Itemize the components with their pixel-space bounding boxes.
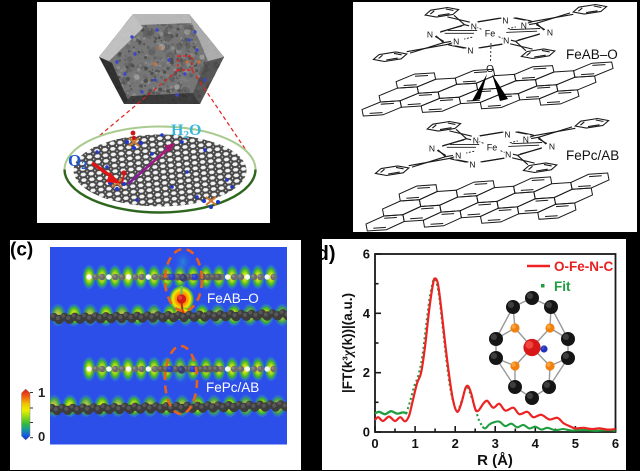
svg-text:N: N bbox=[453, 37, 459, 47]
svg-text:Fit: Fit bbox=[554, 279, 571, 294]
svg-text:(d): (d) bbox=[322, 243, 336, 265]
svg-text:1: 1 bbox=[38, 385, 45, 400]
svg-text:R (Å): R (Å) bbox=[477, 452, 513, 469]
svg-text:FePc/AB: FePc/AB bbox=[566, 148, 619, 163]
svg-text:N: N bbox=[523, 135, 529, 145]
svg-text:O-Fe-N-C: O-Fe-N-C bbox=[554, 259, 613, 274]
svg-text:|FT(k³χ(k))|(a.u.): |FT(k³χ(k))|(a.u.) bbox=[340, 293, 355, 393]
svg-text:N: N bbox=[469, 159, 475, 169]
svg-text:N: N bbox=[467, 45, 473, 55]
svg-text:N: N bbox=[547, 27, 553, 37]
svg-text:N: N bbox=[505, 150, 511, 160]
svg-text:N: N bbox=[503, 36, 509, 46]
svg-text:3: 3 bbox=[492, 436, 499, 451]
svg-text:5: 5 bbox=[572, 436, 579, 451]
svg-text:2: 2 bbox=[363, 365, 370, 380]
svg-text:N: N bbox=[549, 141, 555, 151]
svg-text:N: N bbox=[427, 30, 433, 40]
svg-text:0: 0 bbox=[371, 436, 378, 451]
svg-text:4: 4 bbox=[532, 436, 540, 451]
svg-text:(c): (c) bbox=[10, 240, 33, 261]
svg-text:FePc/AB: FePc/AB bbox=[206, 380, 259, 395]
svg-text:N: N bbox=[473, 136, 479, 146]
svg-text:N: N bbox=[521, 21, 527, 31]
svg-text:FeAB–O: FeAB–O bbox=[566, 47, 618, 62]
svg-text:6: 6 bbox=[363, 247, 370, 262]
svg-text:4: 4 bbox=[363, 306, 371, 321]
svg-text:0: 0 bbox=[363, 425, 370, 440]
svg-text:H2O: H2O bbox=[171, 122, 201, 141]
svg-text:Fe: Fe bbox=[487, 143, 498, 153]
svg-text:N: N bbox=[429, 144, 435, 154]
svg-text:2: 2 bbox=[452, 436, 459, 451]
svg-text:N: N bbox=[455, 151, 461, 161]
svg-text:N: N bbox=[504, 129, 510, 139]
svg-text:N: N bbox=[471, 22, 477, 32]
svg-text:0: 0 bbox=[38, 429, 45, 444]
svg-text:N: N bbox=[502, 15, 508, 25]
svg-text:6: 6 bbox=[612, 436, 619, 451]
svg-text:FeAB–O: FeAB–O bbox=[207, 291, 259, 306]
svg-text:Fe: Fe bbox=[485, 29, 496, 39]
svg-text:1: 1 bbox=[411, 436, 418, 451]
